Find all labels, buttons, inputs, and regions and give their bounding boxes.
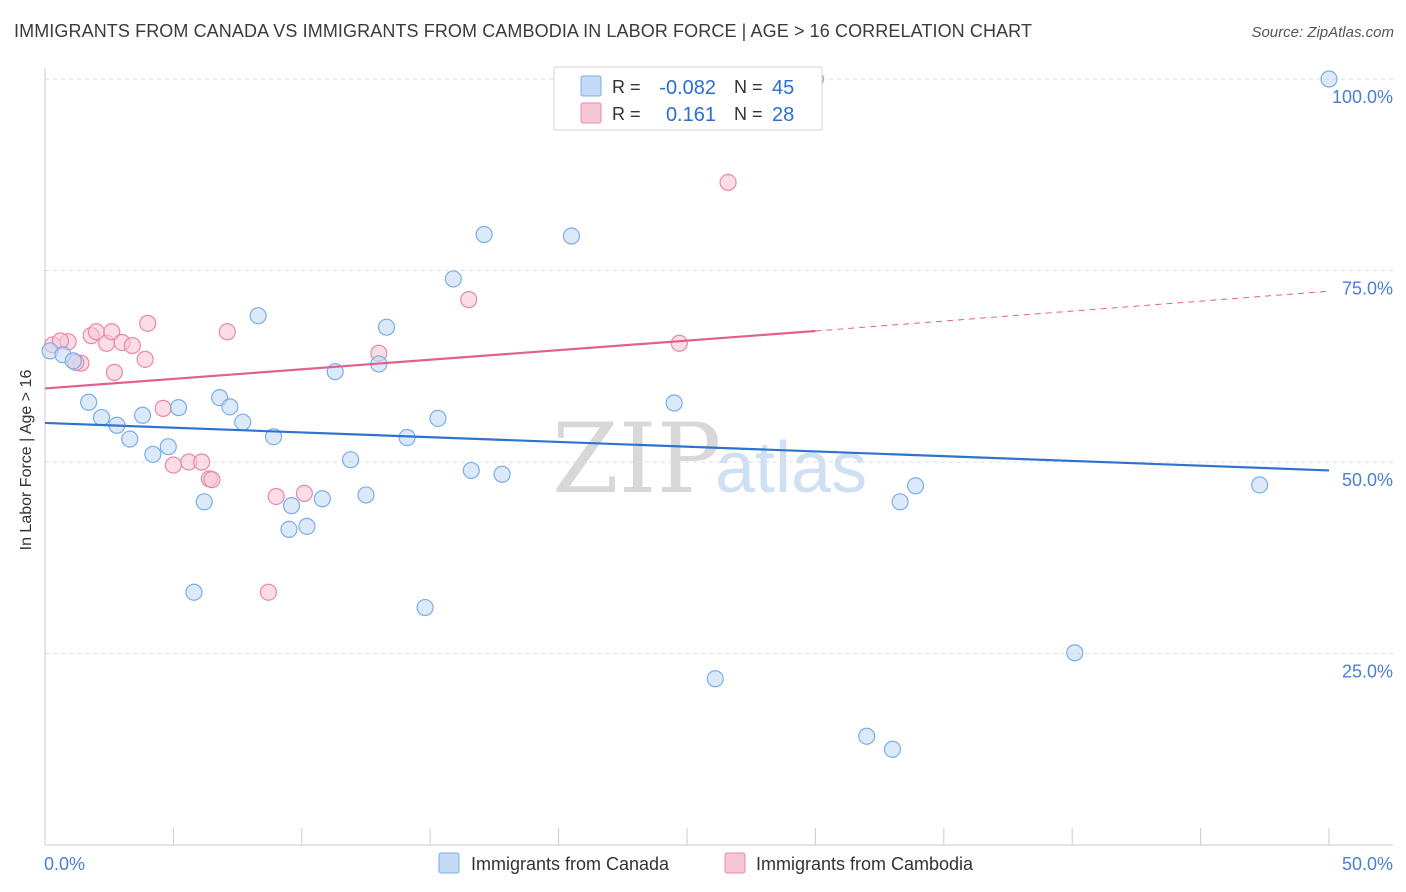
canada-point-6: [121, 430, 139, 448]
cambodia-point-19: [267, 487, 285, 506]
canada-point-31: [462, 461, 480, 480]
cambodia-point-12: [154, 399, 172, 417]
cambodia-point-9: [123, 336, 141, 355]
trend-line-cambodia-extension: [815, 290, 1330, 332]
trend-line-cambodia: [44, 329, 816, 390]
legend-bottom-label-canada: Immigrants from Canada: [471, 854, 670, 874]
canada-point-32: [475, 225, 493, 244]
cambodia-point-22: [460, 291, 478, 309]
canada-point-17: [264, 428, 283, 446]
canada-point-29: [429, 409, 447, 427]
legend-r-value-cambodia: 0.161: [666, 104, 716, 126]
canada-point-40: [891, 493, 909, 511]
legend-r-label-canada: R =: [612, 77, 641, 97]
canada-point-14: [221, 398, 239, 416]
watermark-atlas: atlas: [715, 428, 867, 508]
cambodia-point-25: [203, 471, 221, 489]
legend-n-value-cambodia: 28: [772, 104, 794, 126]
canada-point-26: [377, 318, 396, 336]
canada-point-18: [282, 497, 301, 515]
cambodia-point-6: [103, 323, 121, 341]
cambodia-point-17: [218, 323, 236, 341]
legend-n-label-cambodia: N =: [734, 104, 763, 124]
canada-point-12: [195, 493, 213, 511]
canada-point-3: [80, 393, 98, 411]
x-tick-label-max: 50.0%: [1342, 854, 1393, 874]
canada-point-23: [341, 451, 360, 469]
canada-point-41: [906, 477, 925, 495]
x-ticks: [44, 828, 1330, 845]
trend-line-canada: [44, 421, 1330, 472]
legend-series: Immigrants from Canada Immigrants from C…: [438, 852, 974, 874]
legend-r-label-cambodia: R =: [612, 104, 641, 124]
source-label: Source: ZipAtlas.com: [1251, 24, 1394, 41]
gridlines: [45, 78, 1393, 654]
trend-lines: [44, 290, 1330, 472]
canada-point-19: [280, 520, 298, 539]
canada-point-7: [133, 406, 152, 424]
cambodia-point-18: [259, 583, 278, 601]
canada-point-8: [144, 445, 162, 463]
cambodia-point-10: [136, 350, 154, 368]
cambodia-point-24: [719, 173, 737, 192]
y-tick-labels: 25.0% 50.0% 75.0% 100.0%: [1332, 87, 1393, 682]
canada-point-36: [706, 670, 724, 688]
legend-r-value-canada: -0.082: [659, 77, 716, 99]
canada-point-38: [858, 727, 876, 745]
legend-bottom-swatch-cambodia: [724, 852, 746, 874]
canada-point-43: [1251, 476, 1269, 494]
cambodia-point-7: [105, 363, 123, 381]
series-cambodia-points: [44, 173, 737, 601]
canada-point-39: [883, 740, 902, 758]
cambodia-point-23: [670, 334, 688, 352]
y-tick-label-75: 75.0%: [1342, 279, 1393, 299]
legend-bottom-label-cambodia: Immigrants from Cambodia: [756, 854, 974, 874]
y-tick-label-25: 25.0%: [1342, 662, 1393, 682]
canada-point-33: [493, 465, 511, 483]
canada-point-2: [64, 352, 82, 370]
canada-point-28: [416, 598, 434, 617]
axes: [44, 68, 1393, 846]
canada-point-35: [665, 394, 683, 412]
watermark-zip: ZIP: [552, 403, 721, 515]
canada-point-16: [249, 307, 267, 325]
cambodia-point-20: [295, 484, 313, 503]
cambodia-point-13: [164, 456, 182, 474]
canada-point-15: [234, 413, 252, 431]
cambodia-point-15: [193, 453, 211, 471]
chart-title: IMMIGRANTS FROM CANADA VS IMMIGRANTS FRO…: [14, 21, 1033, 41]
canada-point-21: [313, 490, 331, 508]
legend-n-label-canada: N =: [734, 77, 763, 97]
canada-point-4: [92, 408, 111, 427]
legend-n-value-canada: 45: [772, 77, 794, 99]
canada-point-20: [298, 517, 316, 535]
canada-point-30: [444, 270, 462, 288]
legend-stats: R = -0.082 N = 45 R = 0.161 N = 28: [553, 66, 823, 131]
cambodia-point-11: [139, 314, 157, 332]
y-tick-label-100: 100.0%: [1332, 87, 1393, 107]
canada-point-42: [1066, 644, 1084, 662]
y-tick-label-50: 50.0%: [1342, 470, 1393, 490]
x-tick-label-min: 0.0%: [44, 854, 85, 874]
canada-point-9: [159, 438, 177, 456]
legend-bottom-swatch-canada: [438, 852, 460, 874]
canada-point-11: [185, 583, 203, 601]
legend-swatch-cambodia: [580, 102, 602, 124]
canada-point-24: [357, 486, 375, 504]
canada-point-34: [562, 227, 581, 245]
canada-point-44: [1320, 70, 1338, 88]
canada-point-10: [169, 399, 188, 417]
legend-swatch-canada: [580, 75, 602, 97]
